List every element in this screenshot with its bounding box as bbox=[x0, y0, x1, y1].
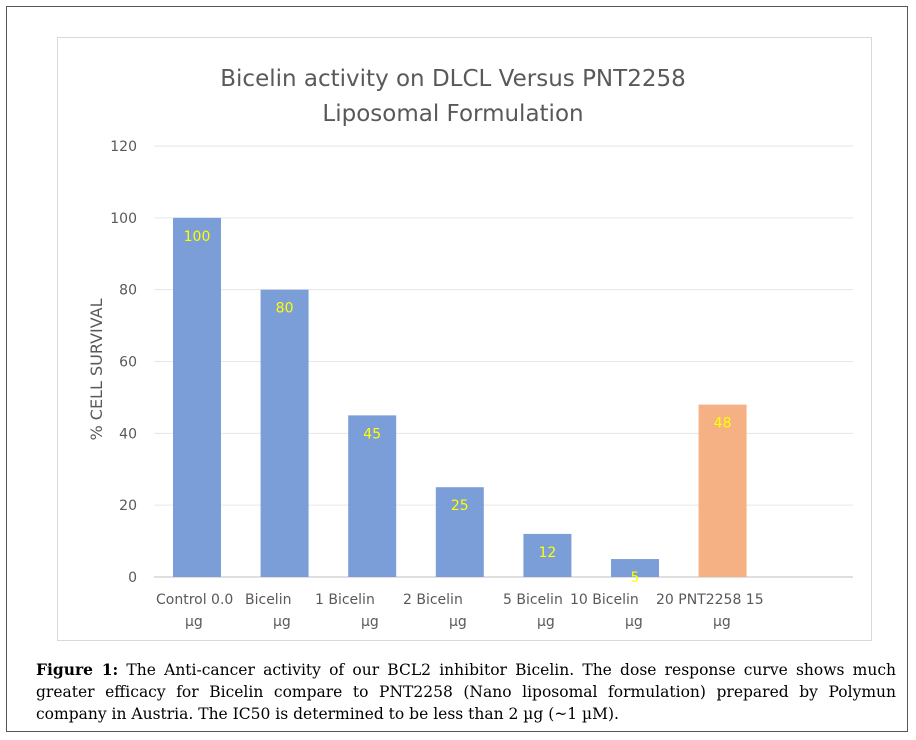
bar-data-label: 80 bbox=[276, 301, 294, 317]
x-category-label: Bicelin bbox=[245, 592, 291, 608]
x-category-unit-label: µg bbox=[273, 614, 291, 630]
chart-area: Bicelin activity on DLCL Versus PNT2258 L… bbox=[57, 37, 872, 641]
x-category-label: 5 Bicelin bbox=[503, 592, 563, 608]
caption-text: The Anti-cancer activity of our BCL2 inh… bbox=[36, 661, 896, 723]
x-category-label: 20 PNT2258 15 bbox=[656, 592, 764, 608]
x-category-label: 2 Bicelin bbox=[403, 592, 463, 608]
y-tick-label: 60 bbox=[119, 355, 137, 371]
x-category-unit-label: µg bbox=[625, 614, 643, 630]
bar-data-label: 5 bbox=[631, 570, 640, 586]
bar-data-label: 48 bbox=[714, 416, 732, 432]
bar bbox=[348, 415, 397, 577]
chart-title-line-1: Bicelin activity on DLCL Versus PNT2258 bbox=[220, 66, 685, 92]
x-category-label: Control 0.0 bbox=[156, 592, 233, 608]
x-category-unit-label: µg bbox=[449, 614, 467, 630]
bar-data-label: 25 bbox=[451, 498, 469, 514]
y-axis-label: % CELL SURVIVAL bbox=[87, 298, 106, 440]
bar bbox=[260, 289, 309, 577]
figure-caption: Figure 1: The Anti-cancer activity of ou… bbox=[36, 659, 896, 725]
x-category-unit-label: µg bbox=[713, 614, 731, 630]
x-category-unit-label: µg bbox=[537, 614, 555, 630]
bar-data-label: 12 bbox=[538, 545, 556, 561]
y-tick-label: 40 bbox=[119, 426, 137, 442]
y-tick-label: 120 bbox=[110, 139, 137, 155]
bar-data-label: 45 bbox=[363, 426, 381, 442]
figure-container: Bicelin activity on DLCL Versus PNT2258 L… bbox=[6, 6, 908, 732]
x-category-unit-label: µg bbox=[185, 614, 203, 630]
bar-data-label: 100 bbox=[184, 229, 211, 245]
x-category-label: 1 Bicelin bbox=[315, 592, 375, 608]
caption-prefix: Figure 1: bbox=[36, 660, 119, 679]
bar bbox=[173, 217, 221, 578]
y-tick-label: 20 bbox=[119, 498, 137, 514]
y-tick-label: 0 bbox=[128, 570, 137, 586]
x-category-label: 10 Bicelin bbox=[570, 592, 639, 608]
chart-title-line-2: Liposomal Formulation bbox=[322, 101, 583, 127]
bar bbox=[611, 559, 659, 577]
y-tick-label: 80 bbox=[119, 283, 137, 299]
bar-chart: Bicelin activity on DLCL Versus PNT2258 L… bbox=[87, 66, 853, 630]
x-category-unit-label: µg bbox=[361, 614, 379, 630]
bar bbox=[523, 533, 572, 577]
bar bbox=[698, 404, 747, 577]
y-tick-label: 100 bbox=[110, 211, 137, 227]
bar bbox=[435, 487, 484, 577]
